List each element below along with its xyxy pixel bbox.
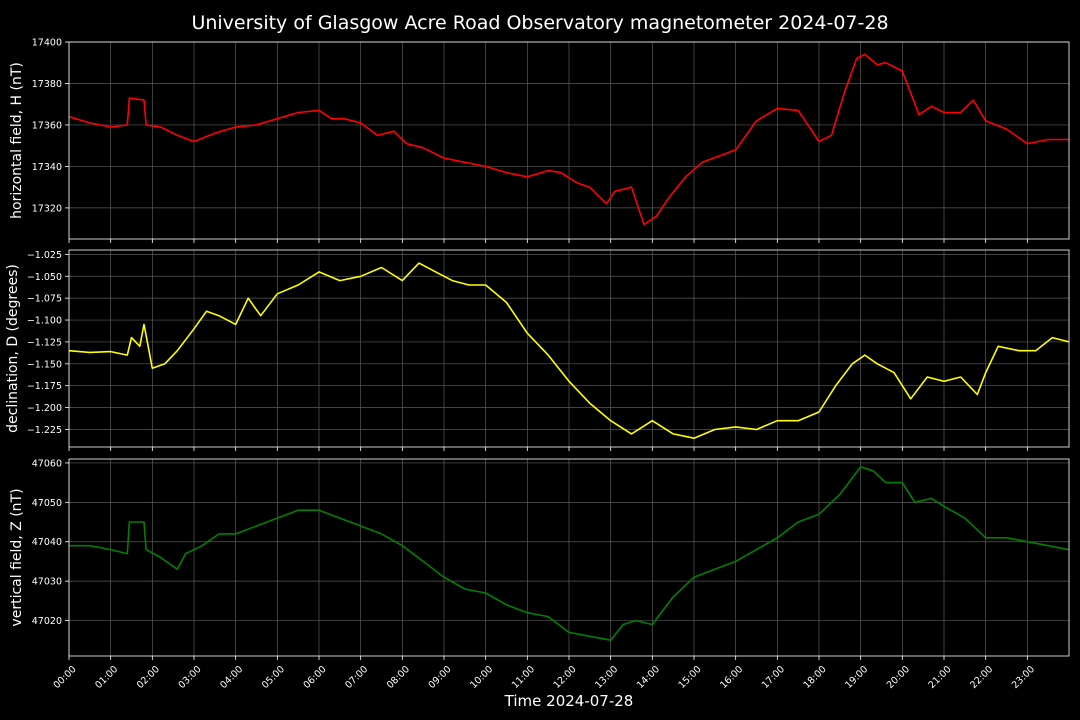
x-tick-label: 19:00 xyxy=(843,664,870,691)
x-tick-label: 13:00 xyxy=(593,664,620,691)
y-tick-label: 17360 xyxy=(32,120,62,131)
series-line xyxy=(68,53,1069,226)
x-axis-label: Time 2024-07-28 xyxy=(504,692,634,710)
plot-frame xyxy=(68,458,1070,657)
y-tick-label: −1.200 xyxy=(27,403,62,414)
y-axis-label: horizontal field, H (nT) xyxy=(9,62,25,219)
y-tick-label: 17320 xyxy=(32,203,62,214)
y-tick-label: −1.050 xyxy=(27,272,62,283)
y-tick-label: −1.125 xyxy=(27,337,62,348)
x-tick-label: 07:00 xyxy=(343,664,370,691)
x-tick-label: 22:00 xyxy=(968,664,995,691)
y-tick-label: 47050 xyxy=(32,498,62,509)
x-tick-label: 09:00 xyxy=(427,664,454,691)
panel-2: −1.225 −1.200 −1.175 −1.150 −1.125 −1.100 −1.0… xyxy=(5,249,1070,451)
y-axis-label: declination, D (degrees) xyxy=(5,264,21,433)
x-tick-label: 01:00 xyxy=(93,664,120,691)
panels: 17320 17340 17360 17380 17400 horizontal fiel… xyxy=(5,38,1070,691)
x-tick-label: 10:00 xyxy=(468,664,495,691)
y-tick-label: 47040 xyxy=(32,537,62,548)
y-tick-label: −1.225 xyxy=(27,425,62,436)
x-tick-label: 06:00 xyxy=(302,664,329,691)
x-tick-label: 12:00 xyxy=(552,664,579,691)
x-tick-label: 16:00 xyxy=(718,664,745,691)
y-tick-label: −1.075 xyxy=(27,294,62,305)
x-tick-label: 15:00 xyxy=(677,664,704,691)
y-tick-label: 47020 xyxy=(32,616,62,627)
x-tick-label: 18:00 xyxy=(802,664,829,691)
x-tick-label: 02:00 xyxy=(135,664,162,691)
y-tick-label: −1.100 xyxy=(27,316,62,327)
x-tick-label: 20:00 xyxy=(885,664,912,691)
panel-1: 17320 17340 17360 17380 17400 horizontal fiel… xyxy=(9,38,1070,243)
figure-title: University of Glasgow Acre Road Observat… xyxy=(191,12,888,34)
y-tick-label: 17340 xyxy=(32,162,62,173)
x-tick-label: 17:00 xyxy=(760,664,787,691)
y-tick-label: −1.025 xyxy=(27,250,62,261)
y-axis-label: vertical field, Z (nT) xyxy=(9,488,25,626)
plot-frame xyxy=(68,41,1070,240)
panel-3: 47020 47030 47040 47050 47060 vertical field,… xyxy=(9,458,1070,691)
plot-frame xyxy=(68,249,1070,448)
y-tick-label: −1.150 xyxy=(27,359,62,370)
series-line xyxy=(68,262,1070,439)
y-tick-label: −1.175 xyxy=(27,381,62,392)
x-tick-label: 21:00 xyxy=(927,664,954,691)
y-tick-label: 17400 xyxy=(32,38,62,49)
y-tick-label: 17380 xyxy=(32,79,62,90)
x-tick-label: 11:00 xyxy=(510,664,537,691)
series-line xyxy=(69,466,1070,641)
x-tick-label: 14:00 xyxy=(635,664,662,691)
x-tick-label: 08:00 xyxy=(385,664,412,691)
x-tick-label: 03:00 xyxy=(177,664,204,691)
x-tick-label: 23:00 xyxy=(1010,664,1037,691)
y-tick-label: 47060 xyxy=(32,458,62,469)
x-tick-label: 04:00 xyxy=(218,664,245,691)
x-tick-label: 00:00 xyxy=(52,664,79,691)
y-tick-label: 47030 xyxy=(32,577,62,588)
x-tick-label: 05:00 xyxy=(260,664,287,691)
